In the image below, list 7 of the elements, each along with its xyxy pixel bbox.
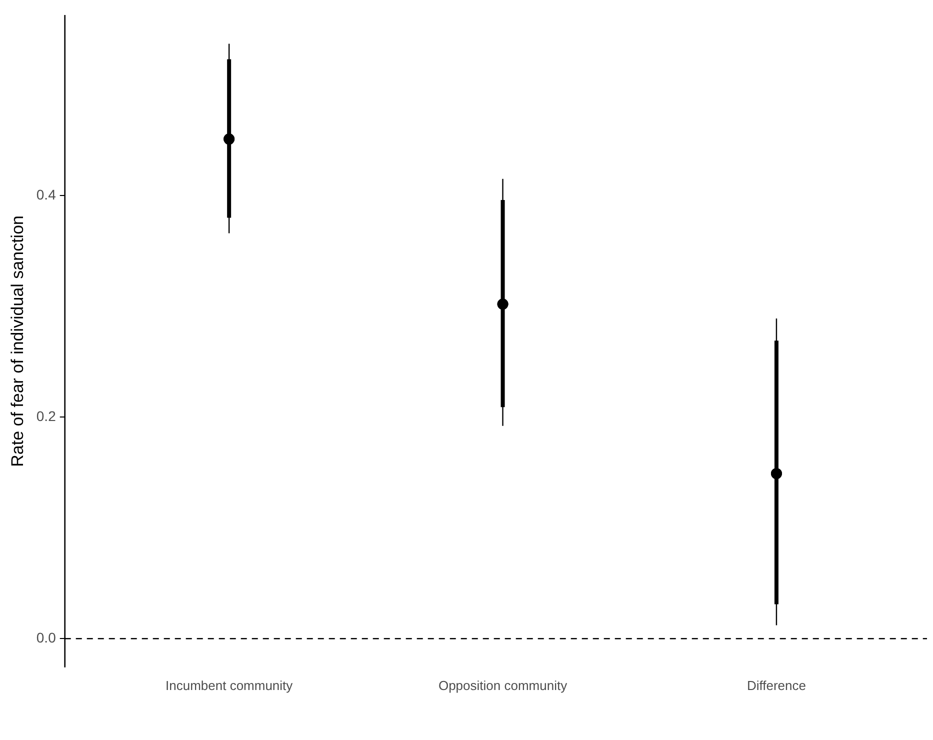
y-tick-label: 0.4 [36,186,56,202]
y-tick-label: 0.0 [36,629,56,646]
y-axis-title: Rate of fear of individual sanction [8,216,27,467]
y-tick-label: 0.2 [36,408,56,424]
x-tick-label: Opposition community [438,678,568,693]
x-tick-label: Difference [746,678,806,693]
x-tick-label: Incumbent community [165,678,294,693]
